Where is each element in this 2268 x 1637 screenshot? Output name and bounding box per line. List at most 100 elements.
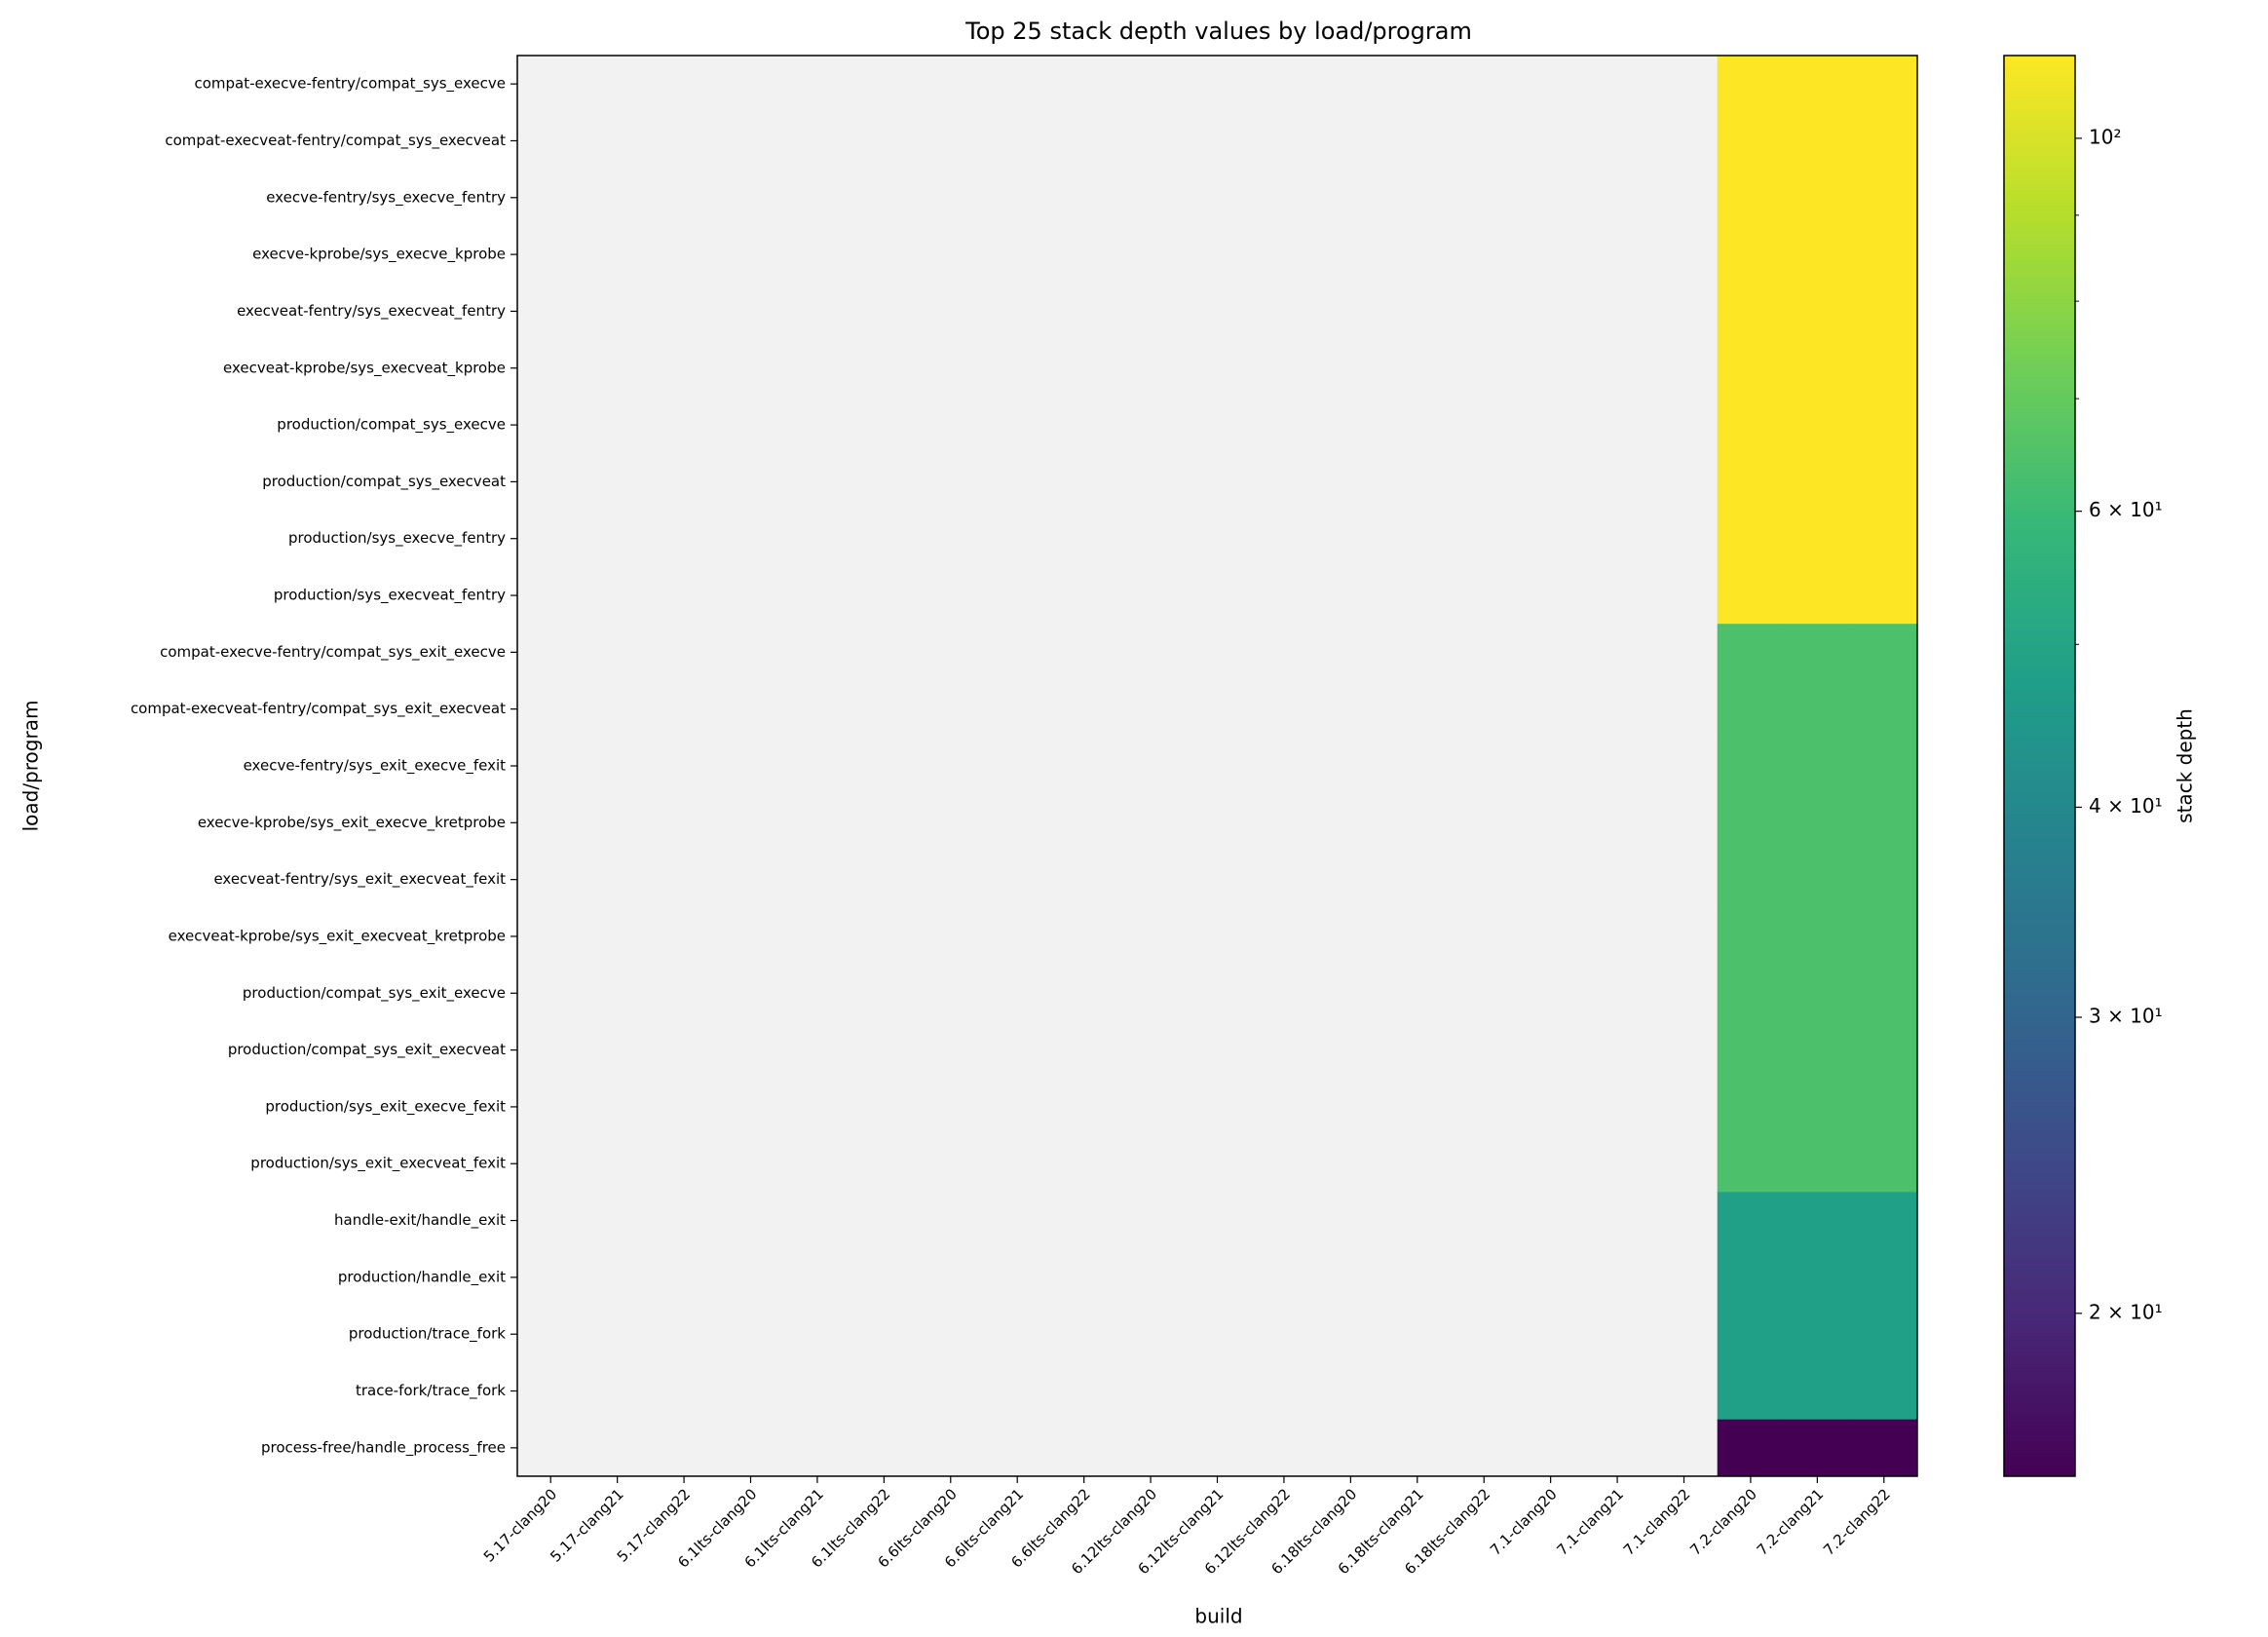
- heatmap-cell: [1784, 566, 1852, 625]
- colorbar: [2003, 55, 2076, 1477]
- heatmap-cell: [1784, 169, 1852, 227]
- heatmap-cell: [1717, 851, 1785, 909]
- y-tick-label: execveat-kprobe/sys_exit_execveat_kretpr…: [169, 927, 506, 945]
- y-tick-label: compat-execveat-fentry/compat_sys_exit_e…: [131, 700, 506, 718]
- heatmap-cell: [1784, 1192, 1852, 1250]
- x-tick-label: 7.1-clang20: [1487, 1485, 1561, 1559]
- x-tick-label: 7.2-clang20: [1686, 1485, 1760, 1559]
- heatmap-cell: [1784, 1362, 1852, 1421]
- heatmap-cell: [1717, 1021, 1785, 1080]
- heatmap-cell: [1850, 794, 1918, 852]
- heatmap-cell: [1784, 680, 1852, 739]
- heatmap-cell: [1717, 1078, 1785, 1136]
- heatmap-cell: [1717, 396, 1785, 454]
- colorbar-tick-label: 10²: [2089, 125, 2121, 148]
- heatmap-cell: [1784, 965, 1852, 1022]
- y-tick-label: production/trace_fork: [349, 1325, 506, 1344]
- y-tick-label: production/sys_exit_execveat_fexit: [250, 1155, 506, 1173]
- y-tick-label: execve-kprobe/sys_execve_kprobe: [252, 246, 506, 264]
- heatmap-cell: [1717, 1419, 1785, 1477]
- y-tick-label: compat-execveat-fentry/compat_sys_execve…: [165, 132, 506, 150]
- heatmap-cell: [1784, 1078, 1852, 1136]
- heatmap-cell: [1784, 225, 1852, 284]
- heatmap-cell: [1784, 794, 1852, 852]
- heatmap-cell: [1784, 737, 1852, 795]
- x-tick-label: 7.1-clang21: [1553, 1485, 1627, 1559]
- heatmap-cell: [1717, 965, 1785, 1022]
- heatmap-cell: [1784, 851, 1852, 909]
- heatmap-cell: [1850, 112, 1918, 171]
- heatmap-cell: [1784, 1021, 1852, 1080]
- heatmap-cell: [1784, 1248, 1852, 1307]
- heatmap-cell: [1717, 680, 1785, 739]
- y-tick-label: trace-fork/trace_fork: [356, 1382, 506, 1400]
- y-tick-label: production/sys_execveat_fentry: [274, 587, 506, 605]
- plot-background: [517, 56, 1917, 1476]
- heatmap-cell: [1717, 169, 1785, 227]
- heatmap-cell: [1850, 680, 1918, 739]
- heatmap-cell: [1784, 510, 1852, 568]
- heatmap-cell: [1850, 283, 1918, 341]
- heatmap-cell: [1850, 453, 1918, 512]
- y-tick-label: production/compat_sys_execve: [277, 416, 506, 435]
- heatmap-cell: [1850, 624, 1918, 682]
- colorbar-tick-label: 6 × 10¹: [2089, 498, 2163, 521]
- y-tick-label: execve-fentry/sys_exit_execve_fexit: [244, 757, 507, 776]
- colorbar-tick-label: 3 × 10¹: [2089, 1005, 2163, 1028]
- heatmap-cell: [1784, 112, 1852, 171]
- heatmap-cell: [1717, 225, 1785, 284]
- heatmap-cell: [1717, 510, 1785, 568]
- heatmap-cell: [1717, 1306, 1785, 1363]
- colorbar-tick-label: 2 × 10¹: [2089, 1300, 2163, 1323]
- heatmap-cell: [1784, 453, 1852, 512]
- y-tick-label: execve-fentry/sys_execve_fentry: [266, 188, 506, 207]
- y-tick-label: production/compat_sys_exit_execveat: [228, 1041, 506, 1059]
- y-tick-label: execveat-fentry/sys_execveat_fentry: [237, 302, 506, 321]
- heatmap-cell: [1850, 510, 1918, 568]
- heatmap-cell: [1850, 396, 1918, 454]
- y-tick-label: production/sys_execve_fentry: [288, 529, 506, 548]
- heatmap-cell: [1850, 56, 1918, 113]
- y-axis-label: load/program: [19, 701, 43, 832]
- heatmap-cell: [1850, 339, 1918, 398]
- y-tick-label: execve-kprobe/sys_exit_execve_kretprobe: [198, 814, 506, 832]
- x-tick-label: 7.2-clang22: [1820, 1485, 1894, 1559]
- heatmap-cell: [1784, 283, 1852, 341]
- heatmap-cell: [1850, 1078, 1918, 1136]
- y-tick-label: handle-exit/handle_exit: [334, 1211, 506, 1230]
- x-tick-label: 7.1-clang22: [1620, 1485, 1694, 1559]
- heatmap-cell: [1717, 794, 1785, 852]
- heatmap-cell: [1717, 1135, 1785, 1193]
- heatmap-cell: [1784, 396, 1852, 454]
- heatmap-cell: [1850, 737, 1918, 795]
- chart-title: Top 25 stack depth values by load/progra…: [964, 18, 1472, 45]
- heatmap-cell: [1717, 1248, 1785, 1307]
- heatmap-cell: [1850, 225, 1918, 284]
- heatmap-cell: [1784, 339, 1852, 398]
- heatmap-cell: [1784, 1419, 1852, 1477]
- heatmap-cell: [1717, 112, 1785, 171]
- y-tick-label: production/compat_sys_exit_execve: [243, 984, 506, 1003]
- heatmap-cell: [1850, 1248, 1918, 1307]
- heatmap-cell: [1850, 1192, 1918, 1250]
- heatmap-cell: [1850, 1362, 1918, 1421]
- y-tick-label: execveat-kprobe/sys_execveat_kprobe: [223, 359, 506, 377]
- colorbar-label: stack depth: [2174, 708, 2197, 823]
- y-tick-label: execveat-fentry/sys_exit_execveat_fexit: [213, 870, 506, 889]
- heatmap-cell: [1717, 283, 1785, 341]
- heatmap-cell: [1850, 1021, 1918, 1080]
- x-axis-label: build: [1194, 1605, 1242, 1628]
- heatmap-cell: [1784, 1306, 1852, 1363]
- heatmap-cell: [1850, 1306, 1918, 1363]
- heatmap-cell: [1850, 965, 1918, 1022]
- heatmap-cell: [1784, 1135, 1852, 1193]
- heatmap-cell: [1850, 851, 1918, 909]
- heatmap-cell: [1717, 453, 1785, 512]
- heatmap-cell: [1850, 907, 1918, 966]
- heatmap-cell: [1850, 169, 1918, 227]
- y-tick-label: compat-execve-fentry/compat_sys_exit_exe…: [160, 643, 506, 662]
- heatmap-cell: [1717, 566, 1785, 625]
- y-tick-label: production/handle_exit: [338, 1268, 506, 1286]
- heatmap-cell: [1717, 1192, 1785, 1250]
